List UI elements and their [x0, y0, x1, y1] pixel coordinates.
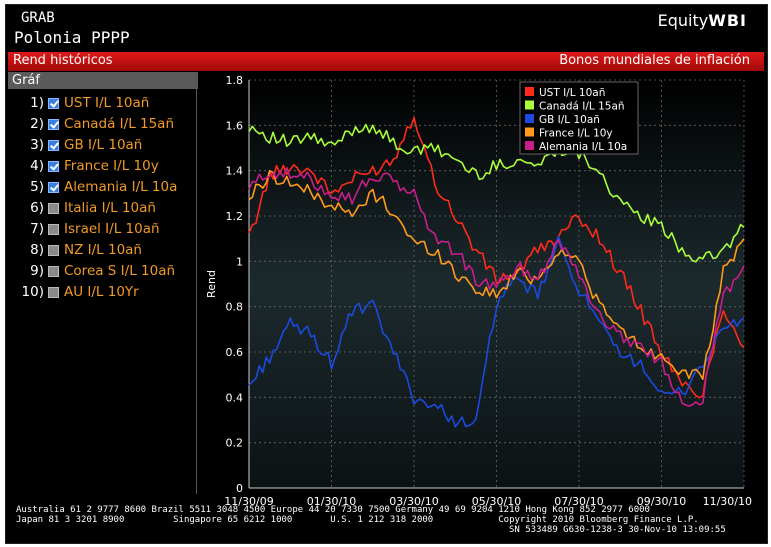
checkbox-icon[interactable]: [48, 224, 59, 235]
item-label: GB I/L 10añ: [64, 137, 143, 153]
y-tick-label: 0: [236, 482, 243, 495]
x-tick-label: 05/30/10: [472, 495, 521, 507]
item-label: Corea S I/L 10añ: [64, 263, 176, 279]
item-number: 7): [30, 221, 44, 237]
checkbox-icon[interactable]: [48, 203, 59, 214]
checkbox-icon[interactable]: [48, 182, 59, 193]
y-tick-label: 0.8: [226, 301, 244, 314]
y-tick-label: 0.6: [226, 346, 244, 359]
chart-title: Bonos mundiales de inflación: [559, 53, 750, 68]
checkbox-icon[interactable]: [48, 98, 59, 109]
item-number: 9): [30, 263, 44, 279]
item-label: UST I/L 10añ: [64, 95, 150, 111]
checkbox-icon[interactable]: [48, 161, 59, 172]
brand-prefix: Equity: [657, 11, 709, 30]
sidebar-item-4[interactable]: 4) France I/L 10y: [8, 157, 194, 177]
y-axis-label: Rend: [205, 270, 218, 298]
terminal-window: GRAB Polonia PPPP EquityWBI Rend históri…: [5, 4, 768, 544]
series-line-5: [248, 167, 745, 407]
series-line-2: [248, 123, 745, 263]
x-tick-label: 07/30/10: [554, 495, 603, 507]
legend-swatch: [525, 141, 534, 150]
item-label: France I/L 10y: [64, 158, 159, 174]
item-label: Alemania I/L 10a: [64, 179, 178, 195]
y-tick-label: 0.2: [226, 437, 244, 450]
legend-entry: Canadá I/L 15añ: [539, 101, 625, 113]
sidebar-item-2[interactable]: 2) Canadá I/L 15añ: [8, 115, 194, 135]
sidebar-item-6[interactable]: 6) Italia I/L 10añ: [8, 199, 194, 219]
brand-logo: EquityWBI: [658, 11, 747, 30]
x-tick-label: 01/30/10: [307, 495, 356, 507]
item-label: Israel I/L 10añ: [64, 221, 160, 237]
item-label: Canadá I/L 15añ: [64, 116, 175, 132]
legend-entry: UST I/L 10añ: [539, 87, 605, 99]
title-bar: Rend históricos Bonos mundiales de infla…: [8, 52, 764, 71]
security-name: Polonia PPPP: [14, 28, 130, 47]
item-number: 6): [30, 200, 44, 216]
footer-line-2: Japan 81 3 3201 8900 Singapore 65 6212 1…: [16, 515, 699, 525]
y-tick-label: 1.4: [226, 165, 244, 178]
checkbox-icon[interactable]: [48, 140, 59, 151]
footer-line-1: Australia 61 2 9777 8600 Brazil 5511 304…: [16, 505, 650, 515]
x-tick-label: 11/30/10: [703, 495, 752, 507]
item-number: 8): [30, 242, 44, 258]
item-label: Italia I/L 10añ: [64, 200, 156, 216]
checkbox-icon[interactable]: [48, 245, 59, 256]
x-tick-label: 11/30/09: [224, 495, 273, 507]
item-number: 4): [30, 158, 44, 174]
series-sidebar: Gráf 1) UST I/L 10añ 2) Canadá I/L 15añ 3) GB…: [8, 72, 198, 494]
y-tick-label: 1.6: [226, 119, 244, 132]
legend-entry: France I/L 10y: [539, 128, 613, 140]
y-tick-label: 0.4: [226, 391, 244, 404]
checkbox-icon[interactable]: [48, 287, 59, 298]
y-tick-label: 1: [236, 255, 243, 268]
yield-chart: 0 0.2 0.4 0.6 0.8 1 1.2 1.4 1.6 1.8 11/30/09 01/30/…: [205, 74, 752, 507]
sidebar-item-1[interactable]: 1) UST I/L 10añ: [8, 94, 194, 114]
sidebar-item-8[interactable]: 8) NZ I/L 10añ: [8, 241, 194, 261]
item-label: AU I/L 10Yr: [64, 284, 139, 300]
sidebar-title: Gráf: [8, 72, 198, 89]
x-tick-label: 03/30/10: [389, 495, 438, 507]
checkbox-icon[interactable]: [48, 119, 59, 130]
legend-entry: GB I/L 10añ: [539, 114, 600, 126]
item-number: 5): [30, 179, 44, 195]
item-number: 10): [21, 284, 44, 300]
sidebar-item-7[interactable]: 7) Israel I/L 10añ: [8, 220, 194, 240]
legend-swatch: [525, 87, 534, 96]
item-number: 3): [30, 137, 44, 153]
item-number: 2): [30, 116, 44, 132]
command-label: GRAB: [21, 10, 55, 26]
y-tick-label: 1.2: [226, 210, 244, 223]
sidebar-item-9[interactable]: 9) Corea S I/L 10añ: [8, 262, 194, 282]
sidebar-item-5[interactable]: 5) Alemania I/L 10a: [8, 178, 194, 198]
sidebar-item-10[interactable]: 10) AU I/L 10Yr: [8, 283, 194, 303]
legend-entry: Alemania I/L 10a: [539, 141, 627, 153]
historical-yields-tab[interactable]: Rend históricos: [13, 53, 113, 68]
brand-suffix: WBI: [708, 11, 747, 30]
legend-swatch: [525, 100, 534, 110]
checkbox-icon[interactable]: [48, 266, 59, 277]
footer-contacts: Australia 61 2 9777 8600 Brazil 5511 304…: [16, 505, 726, 535]
item-label: NZ I/L 10añ: [64, 242, 142, 258]
legend-swatch: [525, 114, 534, 123]
series-line-3: [248, 235, 745, 428]
y-tick-label: 1.8: [226, 74, 244, 87]
legend-box: [519, 81, 639, 155]
legend-swatch: [525, 127, 534, 137]
x-tick-label: 09/30/10: [637, 495, 686, 507]
sidebar-item-3[interactable]: 3) GB I/L 10añ: [8, 136, 194, 156]
footer-line-3: SN 533489 G630-1238-3 30-Nov-10 13:09:55: [509, 525, 726, 535]
item-number: 1): [30, 95, 44, 111]
series-line-4: [248, 170, 745, 381]
